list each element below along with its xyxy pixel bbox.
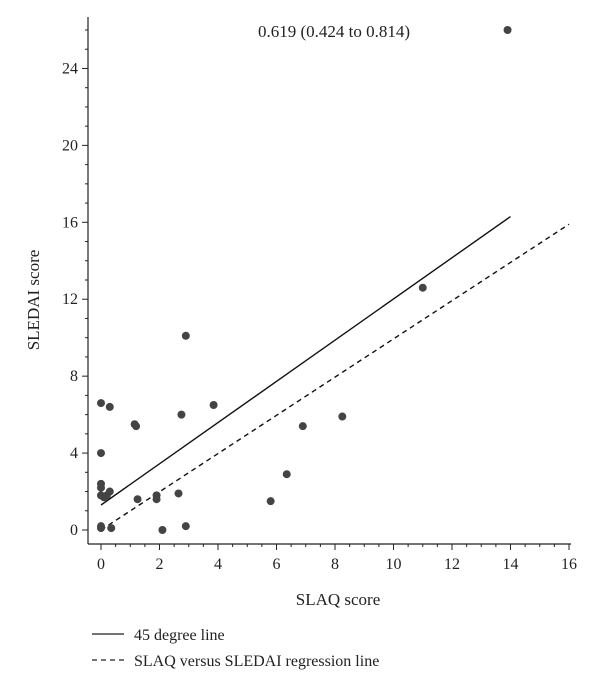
data-point xyxy=(133,495,142,504)
data-point xyxy=(105,402,114,411)
x-tick-label: 8 xyxy=(331,556,339,573)
series-line-regression xyxy=(100,223,570,531)
data-point xyxy=(107,524,116,533)
data-point xyxy=(338,412,347,421)
correlation-annotation: 0.619 (0.424 to 0.814) xyxy=(258,22,410,41)
x-tick-label: 14 xyxy=(503,556,519,573)
x-tick-label: 12 xyxy=(444,556,460,573)
data-point xyxy=(158,526,167,534)
data-point xyxy=(97,524,105,533)
y-tick-label: 24 xyxy=(62,60,78,77)
data-point xyxy=(97,449,105,458)
y-tick-label: 12 xyxy=(62,291,78,308)
data-points xyxy=(97,26,512,534)
data-point xyxy=(209,401,218,409)
x-tick-label: 4 xyxy=(214,556,222,573)
data-point xyxy=(298,422,307,431)
series-line-45-degree xyxy=(100,215,511,506)
data-point xyxy=(174,489,183,498)
data-point xyxy=(266,497,275,506)
legend-entry-45-degree-line: 45 degree line xyxy=(134,627,225,644)
data-point xyxy=(102,491,111,500)
y-axis-ticks: 0 4 8 12 16 20 24 xyxy=(62,29,88,539)
legend: 45 degree line SLAQ versus SLEDAI regres… xyxy=(92,627,379,670)
x-tick-label: 6 xyxy=(273,556,281,573)
x-tick-label: 16 xyxy=(561,556,577,573)
series-lines xyxy=(100,215,570,531)
y-tick-label: 20 xyxy=(62,137,78,154)
x-tick-label: 2 xyxy=(156,556,164,573)
x-tick-label: 10 xyxy=(386,556,402,573)
x-tick-label: 0 xyxy=(97,556,105,573)
y-tick-label: 0 xyxy=(70,522,78,539)
data-point xyxy=(282,470,291,479)
y-tick-label: 8 xyxy=(70,368,78,385)
data-point xyxy=(503,26,512,34)
data-point xyxy=(181,522,190,531)
y-tick-label: 4 xyxy=(70,445,78,462)
data-point xyxy=(418,283,427,292)
data-point xyxy=(97,399,105,408)
data-point xyxy=(181,331,190,340)
x-axis-label: SLAQ score xyxy=(296,590,381,609)
x-axis-ticks: 0 2 4 6 8 10 12 14 16 xyxy=(97,544,577,573)
data-point xyxy=(97,483,105,492)
y-axis-label: SLEDAI score xyxy=(24,250,43,351)
data-point xyxy=(152,495,161,504)
y-tick-label: 16 xyxy=(62,214,78,231)
legend-entry-regression-line: SLAQ versus SLEDAI regression line xyxy=(134,653,379,670)
data-point xyxy=(132,422,141,431)
data-point xyxy=(177,410,186,419)
